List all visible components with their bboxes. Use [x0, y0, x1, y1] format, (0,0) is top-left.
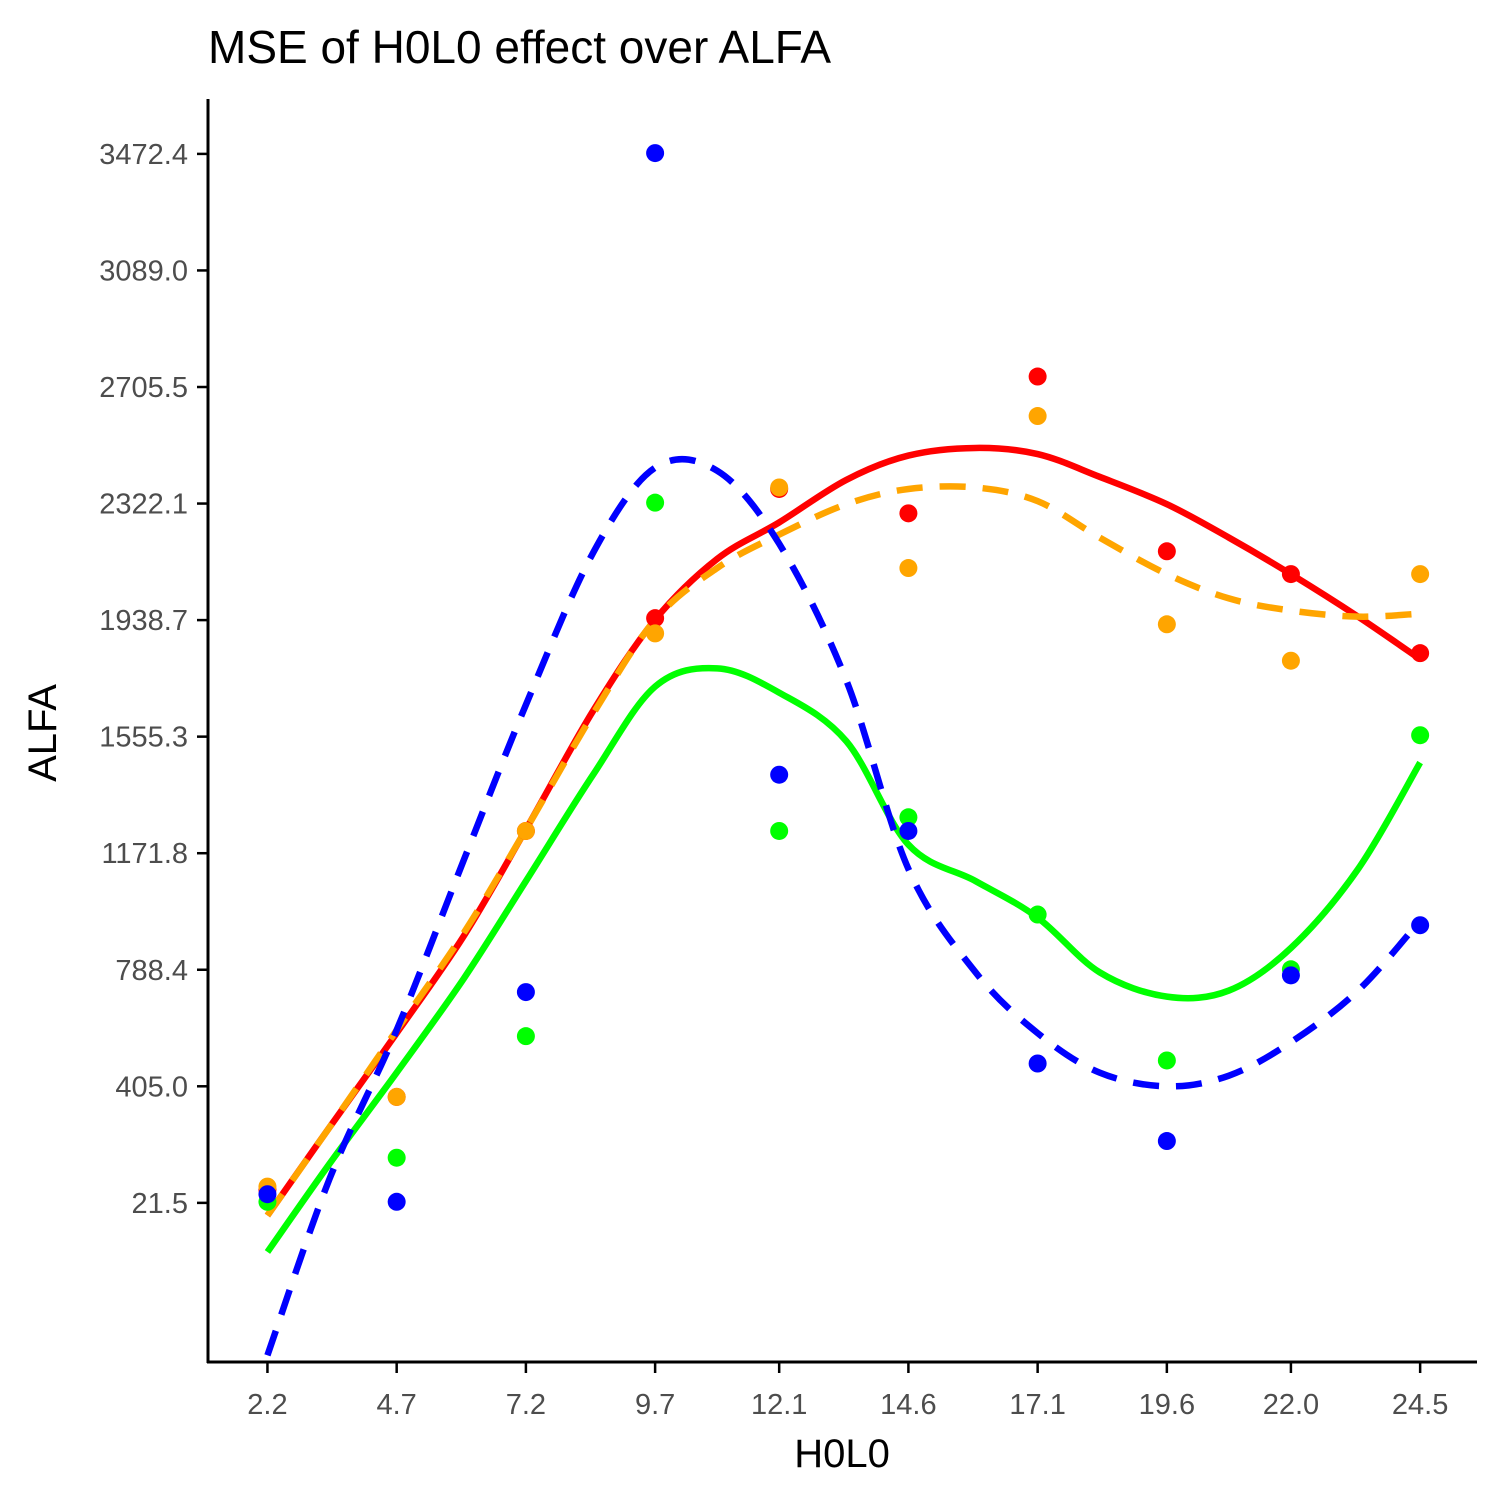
data-point	[646, 144, 665, 163]
data-point	[646, 493, 665, 512]
x-tick-label: 12.1	[751, 1389, 807, 1421]
data-point	[387, 1192, 406, 1211]
data-point	[1157, 1051, 1176, 1070]
data-point	[646, 624, 665, 643]
data-point	[899, 559, 918, 578]
data-point	[770, 821, 789, 840]
data-point	[516, 1027, 535, 1046]
data-point	[1411, 565, 1430, 584]
x-tick-label: 14.6	[880, 1389, 936, 1421]
data-point	[1281, 651, 1300, 670]
data-point	[770, 765, 789, 784]
y-tick-label: 405.0	[115, 1071, 188, 1103]
data-point	[1281, 565, 1300, 584]
x-axis-ticks: 2.2 4.7 7.2 9.7 12.1 14.6 17.1 19.6 22.0 24.5	[247, 1362, 1448, 1421]
data-point	[646, 609, 665, 628]
x-tick-label: 17.1	[1009, 1389, 1065, 1421]
data-point	[387, 1087, 406, 1106]
x-tick-label: 2.2	[247, 1389, 287, 1421]
data-point	[899, 821, 918, 840]
y-tick-label: 1555.3	[99, 722, 188, 754]
x-tick-label: 4.7	[377, 1389, 417, 1421]
y-tick-label: 1171.8	[101, 838, 188, 870]
y-axis-title: ALFA	[21, 684, 65, 782]
data-point	[1157, 542, 1176, 561]
y-tick-label: 2705.5	[99, 372, 188, 404]
data-point	[1411, 726, 1430, 745]
x-tick-label: 19.6	[1139, 1389, 1195, 1421]
series-line	[264, 664, 1423, 1254]
chart-title: MSE of H0L0 effect over ALFA	[208, 21, 831, 73]
data-point	[770, 478, 789, 497]
x-tick-label: 9.7	[635, 1389, 675, 1421]
y-tick-label: 21.5	[132, 1188, 188, 1220]
y-tick-label: 2322.1	[99, 489, 188, 521]
data-point	[1157, 615, 1176, 634]
data-point	[1028, 407, 1047, 426]
data-point	[1411, 644, 1430, 663]
x-tick-label: 22.0	[1263, 1389, 1319, 1421]
series-lines	[264, 444, 1423, 1357]
data-point	[1411, 916, 1430, 935]
series-line	[264, 483, 1421, 1218]
data-point	[516, 983, 535, 1002]
x-tick-label: 24.5	[1392, 1389, 1448, 1421]
data-point	[258, 1185, 277, 1204]
data-point	[1028, 905, 1047, 924]
x-tick-label: 7.2	[506, 1389, 546, 1421]
y-tick-label: 3472.4	[99, 139, 188, 171]
series-line	[264, 455, 1423, 1357]
data-point	[1028, 367, 1047, 386]
data-point	[516, 821, 535, 840]
y-tick-label: 788.4	[115, 955, 188, 987]
data-point	[1281, 966, 1300, 985]
series-line	[264, 444, 1422, 1218]
series-points	[258, 144, 1430, 1211]
y-axis-ticks: 21.5 405.0 788.4 1171.8 1555.3 1938.7 2322.1 27…	[99, 139, 208, 1220]
x-axis-title: H0L0	[794, 1432, 890, 1476]
data-point	[899, 504, 918, 523]
data-point	[387, 1148, 406, 1167]
y-tick-label: 1938.7	[99, 605, 188, 637]
data-point	[1157, 1132, 1176, 1151]
data-point	[899, 808, 918, 827]
y-tick-label: 3089.0	[99, 255, 188, 287]
data-point	[1028, 1054, 1047, 1073]
